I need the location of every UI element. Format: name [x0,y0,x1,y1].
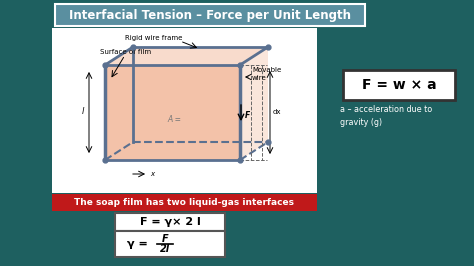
Text: Interfacial Tension – Force per Unit Length: Interfacial Tension – Force per Unit Len… [69,9,351,22]
Text: a – acceleration due to
gravity (g): a – acceleration due to gravity (g) [340,105,432,127]
FancyBboxPatch shape [55,4,365,26]
Text: x: x [150,171,154,177]
Bar [115,213,225,231]
Polygon shape [105,65,240,160]
Text: F: F [162,234,168,244]
Text: A =: A = [167,115,181,124]
Text: 2l: 2l [160,244,170,255]
Text: The soap film has two liquid-gas interfaces: The soap film has two liquid-gas interfa… [74,198,294,207]
FancyBboxPatch shape [343,70,455,100]
Text: wire: wire [252,75,267,81]
Text: γ =: γ = [127,239,147,249]
Text: Surface of film: Surface of film [100,49,151,55]
Text: Movable: Movable [252,67,281,73]
Bar [52,194,317,211]
Polygon shape [105,47,268,65]
Text: Rigid wire frame: Rigid wire frame [125,35,182,41]
Text: dx: dx [273,109,282,115]
Text: F = w × a: F = w × a [362,78,436,92]
Polygon shape [240,47,268,160]
Bar [115,231,225,257]
Text: F: F [245,111,250,120]
Text: l: l [82,107,84,117]
Bar [52,28,317,193]
Text: F = γ× 2 l: F = γ× 2 l [140,217,201,227]
